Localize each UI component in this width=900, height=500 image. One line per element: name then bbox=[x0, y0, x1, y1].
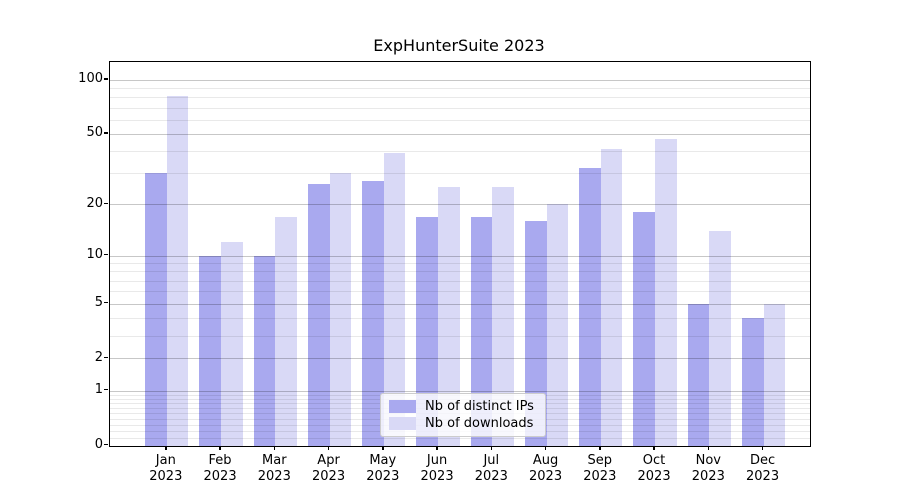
x-tick-label-month: May bbox=[369, 452, 397, 468]
x-tick-mark bbox=[436, 446, 438, 450]
x-tick-label-year: 2023 bbox=[691, 469, 725, 484]
x-tick-label-year: 2023 bbox=[746, 469, 780, 484]
y-tick-mark bbox=[104, 443, 108, 446]
legend-label-distinct-ips: Nb of distinct IPs bbox=[425, 399, 534, 414]
x-tick-label-month: Jun bbox=[426, 452, 448, 468]
y-tick-label: 5 bbox=[94, 295, 103, 311]
y-tick-label: 2 bbox=[94, 349, 103, 365]
x-tick-label-month: Nov bbox=[695, 452, 721, 468]
x-tick-label-month: Jul bbox=[483, 452, 500, 468]
x-tick-label-month: Dec bbox=[749, 452, 776, 468]
legend-swatch-distinct-ips bbox=[389, 400, 416, 413]
y-tick-label: 1 bbox=[94, 382, 103, 398]
x-tick-label: Jan 2023 bbox=[134, 453, 198, 486]
chart-title: ExpHunterSuite 2023 bbox=[373, 36, 545, 55]
x-tick-label-year: 2023 bbox=[366, 469, 400, 484]
x-tick-label-year: 2023 bbox=[637, 469, 671, 484]
x-tick-label: Jul 2023 bbox=[459, 453, 523, 486]
bar-nb-of-downloads-jan-2023 bbox=[166, 96, 189, 446]
x-tick-label-month: Sep bbox=[587, 452, 613, 468]
x-tick-mark bbox=[490, 446, 493, 450]
y-tick-label: 100 bbox=[78, 71, 103, 87]
y-tick-mark bbox=[104, 78, 108, 80]
bar-nb-of-downloads-may-2023 bbox=[383, 153, 406, 446]
x-tick-label-month: Mar bbox=[262, 452, 287, 468]
legend-swatch-downloads bbox=[389, 417, 416, 430]
x-tick-label-month: Feb bbox=[208, 452, 232, 468]
bar-nb-of-downloads-oct-2023 bbox=[655, 138, 677, 446]
x-tick-mark bbox=[327, 446, 330, 450]
y-tick-mark bbox=[104, 356, 108, 359]
x-tick-mark bbox=[219, 446, 221, 450]
x-tick-label-month: Jan bbox=[155, 452, 176, 468]
plot-area: Nb of distinct IPs Nb of downloads bbox=[109, 61, 811, 447]
y-tick-mark bbox=[104, 253, 108, 256]
legend-item-distinct-ips: Nb of distinct IPs bbox=[389, 399, 537, 414]
legend-item-downloads: Nb of downloads bbox=[389, 416, 537, 431]
bar-nb-of-downloads-jun-2023 bbox=[438, 187, 460, 446]
x-tick-label: Jun 2023 bbox=[405, 453, 469, 486]
y-tick-label: 10 bbox=[86, 247, 103, 262]
bar-nb-of-downloads-feb-2023 bbox=[221, 242, 243, 446]
x-tick-mark bbox=[761, 446, 764, 450]
bar-nb-of-downloads-jul-2023 bbox=[492, 187, 514, 446]
y-tick-mark bbox=[104, 388, 108, 391]
bar-nb-of-distinct-ips-feb-2023 bbox=[199, 255, 222, 446]
x-tick-label: Aug 2023 bbox=[514, 453, 578, 486]
x-tick-mark bbox=[653, 446, 655, 450]
legend: Nb of distinct IPs Nb of downloads bbox=[380, 393, 546, 437]
x-tick-label: Mar 2023 bbox=[242, 453, 306, 486]
bar-nb-of-distinct-ips-dec-2023 bbox=[741, 317, 764, 446]
bar-nb-of-downloads-sep-2023 bbox=[600, 149, 623, 446]
legend-label-downloads: Nb of downloads bbox=[425, 416, 534, 431]
bar-nb-of-distinct-ips-jun-2023 bbox=[416, 216, 439, 446]
x-tick-label-month: Aug bbox=[532, 452, 559, 468]
y-tick-mark bbox=[104, 301, 108, 304]
bar-nb-of-downloads-dec-2023 bbox=[763, 303, 786, 446]
x-tick-label: Apr 2023 bbox=[297, 453, 361, 486]
x-tick-mark bbox=[544, 446, 547, 450]
x-tick-label: Oct 2023 bbox=[622, 453, 686, 486]
bar-nb-of-distinct-ips-nov-2023 bbox=[687, 303, 710, 446]
bar-nb-of-downloads-apr-2023 bbox=[329, 173, 352, 446]
y-tick-mark bbox=[104, 132, 108, 134]
bar-nb-of-distinct-ips-oct-2023 bbox=[633, 212, 656, 446]
y-tick-label: 20 bbox=[86, 195, 103, 211]
x-tick-label: Sep 2023 bbox=[568, 453, 632, 486]
x-tick-label-year: 2023 bbox=[583, 469, 617, 484]
bar-nb-of-distinct-ips-jan-2023 bbox=[145, 173, 167, 446]
x-tick-label: May 2023 bbox=[351, 453, 415, 486]
y-tick-mark bbox=[104, 202, 108, 205]
x-tick-label: Nov 2023 bbox=[676, 453, 740, 486]
bar-nb-of-downloads-nov-2023 bbox=[709, 230, 731, 446]
x-tick-label-year: 2023 bbox=[149, 469, 183, 484]
x-tick-label-year: 2023 bbox=[420, 469, 454, 484]
x-tick-mark bbox=[165, 446, 167, 450]
x-tick-label-month: Apr bbox=[317, 452, 340, 468]
x-tick-mark bbox=[707, 446, 710, 450]
x-tick-label-year: 2023 bbox=[529, 469, 563, 484]
bar-nb-of-distinct-ips-jul-2023 bbox=[470, 216, 493, 446]
bar-nb-of-distinct-ips-apr-2023 bbox=[307, 184, 330, 446]
x-tick-label-year: 2023 bbox=[203, 469, 237, 484]
y-tick-label: 50 bbox=[86, 125, 103, 141]
bars-layer bbox=[110, 62, 810, 446]
bar-nb-of-downloads-mar-2023 bbox=[275, 216, 297, 446]
x-tick-label-month: Oct bbox=[642, 452, 666, 468]
bar-nb-of-downloads-aug-2023 bbox=[546, 204, 569, 446]
x-tick-mark bbox=[382, 446, 384, 450]
x-tick-mark bbox=[273, 446, 276, 450]
x-tick-label-year: 2023 bbox=[257, 469, 291, 484]
x-tick-mark bbox=[599, 446, 601, 450]
x-tick-label: Dec 2023 bbox=[731, 453, 795, 486]
bar-nb-of-distinct-ips-aug-2023 bbox=[524, 221, 547, 446]
y-tick-label: 0 bbox=[94, 437, 103, 452]
bar-nb-of-distinct-ips-mar-2023 bbox=[253, 255, 276, 446]
x-tick-label-year: 2023 bbox=[474, 469, 508, 484]
x-tick-label: Feb 2023 bbox=[188, 453, 252, 486]
x-tick-label-year: 2023 bbox=[312, 469, 346, 484]
bar-nb-of-distinct-ips-may-2023 bbox=[362, 181, 384, 446]
bar-nb-of-distinct-ips-sep-2023 bbox=[579, 168, 601, 446]
